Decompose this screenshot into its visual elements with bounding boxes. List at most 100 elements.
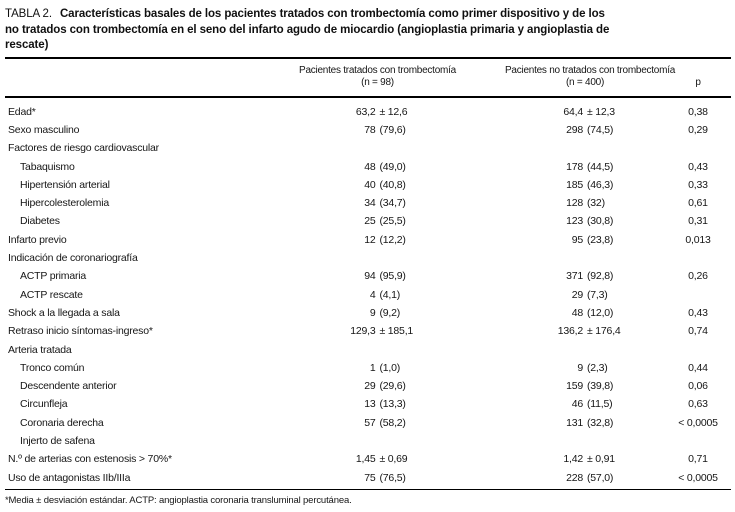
table-row: Tronco común 1 (1,0) 9 (2,3) 0,44 [5,359,731,377]
treated-value-detail: (1,0) [379,361,401,374]
treated-value: 1 (1,0) [250,362,505,374]
untreated-value-detail: ± 176,4 [587,325,621,338]
untreated-value: 298 (74,5) [505,124,665,136]
treated-value-detail: (76,5) [379,471,406,484]
row-label: Descendente anterior [20,380,117,393]
p-value: 0,31 [688,215,708,228]
column-header-p-label: p [695,76,701,88]
untreated-value-detail: (92,8) [587,270,614,283]
untreated-value-detail: (39,8) [587,380,614,393]
treated-value-number: 9 [369,306,376,319]
table-row: Arteria tratada [5,340,731,358]
column-header-treated-n: (n = 98) [361,76,394,88]
column-header-untreated-n: (n = 400) [565,76,605,88]
treated-value-detail: ± 185,1 [379,325,414,338]
untreated-value-detail: (2,3) [587,361,608,374]
treated-value-detail: ± 12,6 [379,105,408,118]
row-label: Circunfleja [20,398,68,411]
p-value: 0,43 [688,306,708,319]
column-header-untreated-title: Pacientes no tratados con trombectomía [505,64,676,76]
p-value: 0,29 [688,123,708,136]
untreated-value-detail: (46,3) [587,178,614,191]
treated-value-number: 12 [364,233,376,246]
p-value: 0,63 [688,398,708,411]
treated-value-number: 63,2 [355,105,376,118]
treated-value-detail: (34,7) [379,197,406,210]
untreated-value-detail: (32) [587,197,605,210]
treated-value-number: 29 [364,380,376,393]
table-row: ACTP primaria 94 (95,9) 371 (92,8) 0,26 [5,267,731,285]
header-rule [5,95,731,98]
untreated-value: 228 (57,0) [505,472,665,484]
p-value: 0,38 [688,105,708,118]
untreated-value: 178 (44,5) [505,161,665,173]
table-caption-part-1: Características basales de los pacientes… [59,8,605,20]
table-row: Infarto previo 12 (12,2) 95 (23,8) 0,013 [5,231,731,249]
table-row: Uso de antagonistas IIb/IIIa 75 (76,5) 228 (… [5,468,731,486]
table-title-line-1: TABLA 2. Características basales de los p… [5,7,731,23]
untreated-value-number: 136,2 [557,325,583,338]
p-value: 0,44 [688,361,708,374]
row-label: Tronco común [20,361,85,374]
treated-value-number: 94 [364,270,376,283]
treated-value: 78 (79,6) [250,124,505,136]
treated-value-detail: (9,2) [379,306,401,319]
column-header-treated-title: Pacientes tratados con trombectomía [299,64,456,76]
treated-value: 63,2 ± 12,6 [250,106,505,118]
treated-value-number: 1,45 [355,453,376,466]
table-row: Factores de riesgo cardiovascular [5,139,731,157]
p-value: 0,33 [688,178,708,191]
p-value: < 0,0005 [678,416,718,429]
column-header-p: p [665,77,731,89]
untreated-value-number: 95 [571,233,583,246]
table-row: Sexo masculino 78 (79,6) 298 (74,5) 0,29 [5,121,731,139]
treated-value: 4 (4,1) [250,289,505,301]
treated-value-number: 1 [369,361,376,374]
untreated-value-detail: (11,5) [587,398,613,411]
untreated-value: 131 (32,8) [505,417,665,429]
table-row: Circunfleja 13 (13,3) 46 (11,5) 0,63 [5,395,731,413]
p-value: 0,74 [688,325,708,338]
untreated-value-number: 123 [566,215,583,228]
untreated-value: 371 (92,8) [505,270,665,282]
treated-value: 13 (13,3) [250,398,505,410]
untreated-value-detail: (74,5) [587,123,614,136]
table-title-line-3: rescate) [5,39,49,51]
treated-value-number: 34 [364,197,376,210]
top-rule [5,56,731,59]
untreated-value: 128 (32) [505,197,665,209]
treated-value-number: 25 [364,215,376,228]
untreated-value: 9 (2,3) [505,362,665,374]
treated-value-number: 57 [364,416,376,429]
p-value: 0,013 [685,233,711,246]
untreated-value-detail: (7,3) [587,288,608,301]
untreated-value-number: 128 [566,197,583,210]
treated-value-detail: (13,3) [379,398,406,411]
untreated-value-number: 131 [566,416,583,429]
treated-value: 34 (34,7) [250,197,505,209]
bottom-rule [5,488,731,490]
table-row: Descendente anterior 29 (29,6) 159 (39,8) 0,0… [5,377,731,395]
row-label: Infarto previo [8,233,67,246]
row-label: Hipertensión arterial [20,178,110,191]
p-value: 0,61 [688,197,708,210]
row-label: Coronaria derecha [20,416,104,429]
untreated-value-number: 1,42 [563,453,583,466]
table-row: Indicación de coronariografía [5,249,731,267]
table-row: Injerto de safena [5,432,731,450]
treated-value-detail: (29,6) [379,380,406,393]
row-label: Shock a la llegada a sala [8,306,120,319]
column-header-treated: Pacientes tratados con trombectomía (n =… [250,65,505,89]
treated-value: 12 (12,2) [250,234,505,246]
column-header-untreated: Pacientes no tratados con trombectomía (… [505,64,676,89]
table-row: ACTP rescate 4 (4,1) 29 (7,3) [5,285,731,303]
p-value: 0,43 [688,160,708,173]
treated-value-detail: (4,1) [379,288,401,301]
untreated-value-number: 185 [566,178,583,191]
table-row: Edad* 63,2 ± 12,6 64,4 ± 12,3 0,38 [5,103,731,121]
table-title-line-2: no tratados con trombectomía en el seno … [5,23,610,36]
untreated-value-number: 371 [566,270,583,283]
row-label: Tabaquismo [20,160,75,173]
untreated-value-detail: (57,0) [587,471,614,484]
